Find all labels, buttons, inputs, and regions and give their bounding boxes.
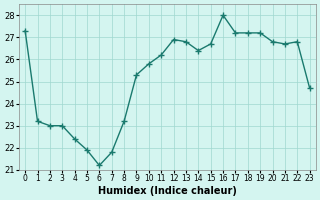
X-axis label: Humidex (Indice chaleur): Humidex (Indice chaleur) xyxy=(98,186,237,196)
